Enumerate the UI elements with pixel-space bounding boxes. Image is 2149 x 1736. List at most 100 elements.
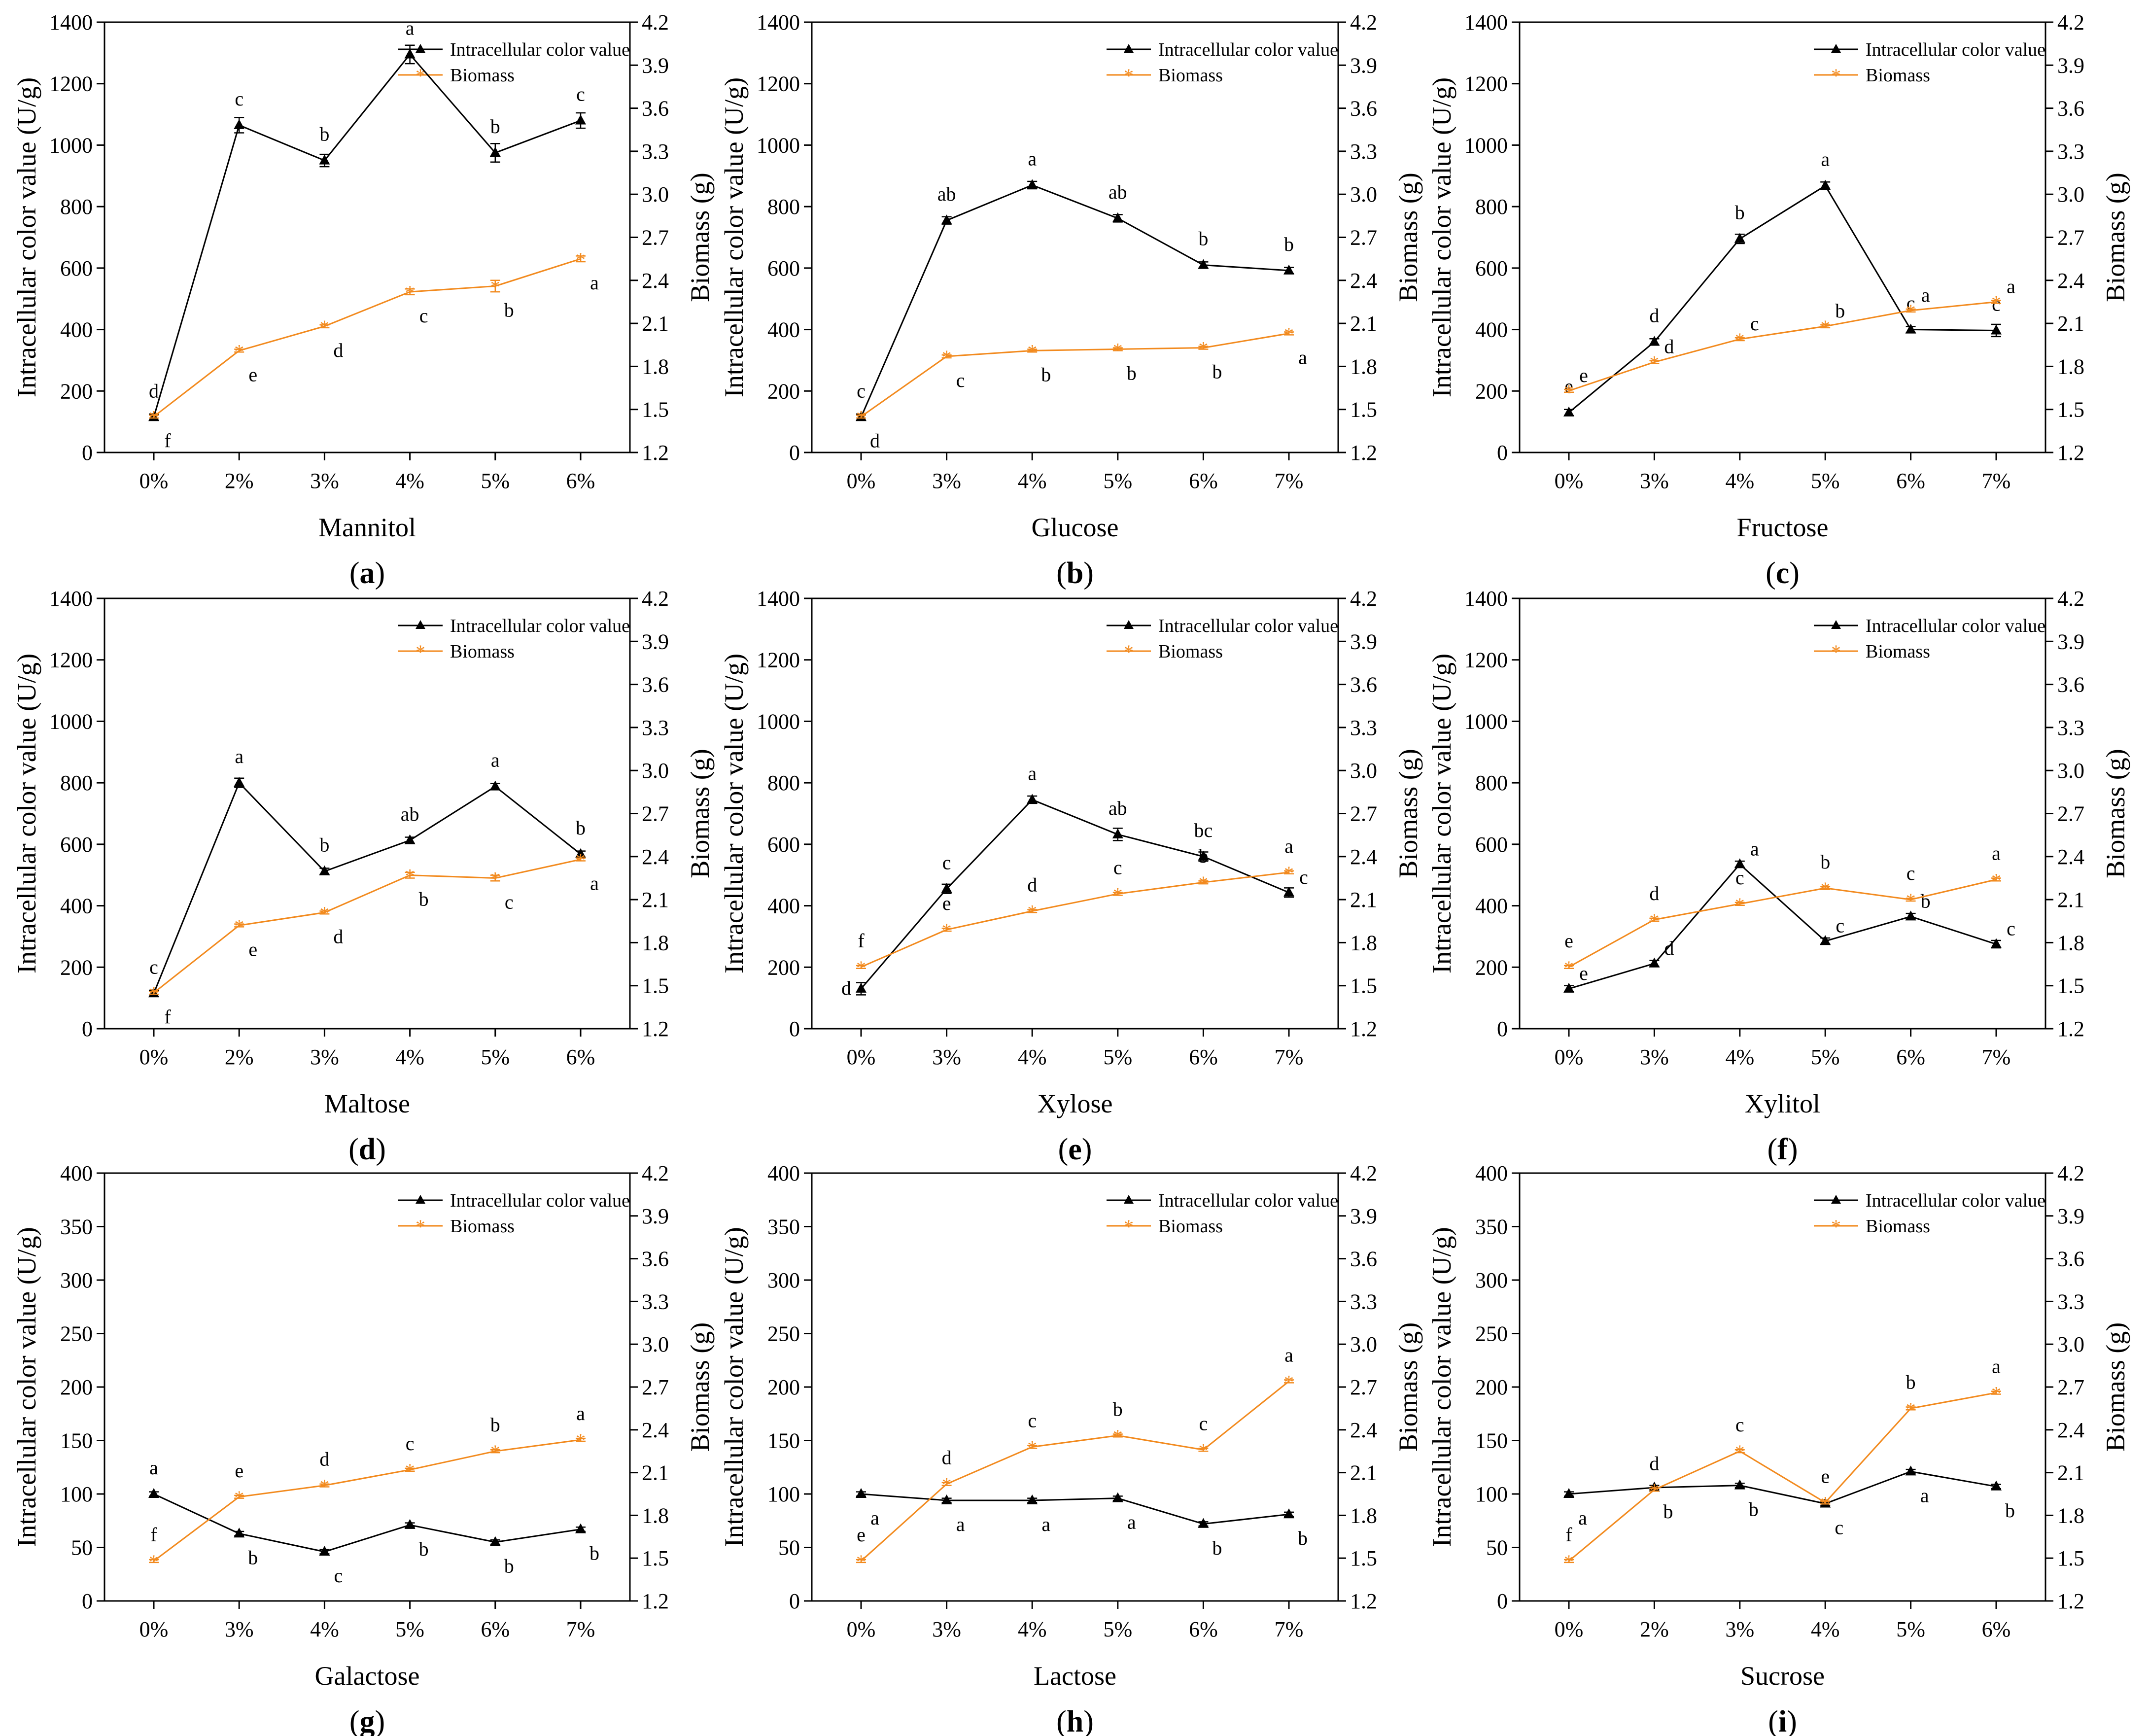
right-tick-label: 3.9: [1350, 629, 1377, 654]
left-tick-label: 600: [1475, 256, 1508, 280]
legend-label-biomass: Biomass: [1866, 641, 1930, 662]
data-point-intracellular: [941, 1494, 952, 1505]
panel-b: 0 200 400 600 800 1000 1200 1400 1.2 1.5 1.8 2.1 2.4…: [719, 10, 1423, 590]
right-tick-label: 2.7: [642, 1375, 669, 1399]
left-tick-label: 800: [60, 771, 93, 795]
data-point-intracellular: [234, 119, 245, 129]
data-point-intracellular: [1905, 1465, 1916, 1476]
significance-label-intracellular: a: [149, 1457, 158, 1479]
panel-i: 0 50 100 150 200 250 300 350 400 1.2 1.5 1.8 2.1 2.4 2…: [1427, 1161, 2130, 1736]
data-point-intracellular: [1112, 212, 1123, 222]
right-tick-label: 1.8: [642, 1503, 669, 1528]
left-axis-label: Intracellular color value (U/g): [719, 77, 749, 397]
left-axis-label: Intracellular color value (U/g): [1427, 77, 1456, 397]
series-line-intracellular: [861, 1493, 1289, 1525]
left-axis-label: Intracellular color value (U/g): [1427, 654, 1456, 973]
significance-label-biomass: b: [490, 1414, 500, 1436]
left-tick-label: 1200: [757, 72, 800, 96]
significance-label-intracellular: b: [504, 1555, 514, 1577]
data-point-intracellular: [319, 154, 330, 165]
x-tick-label: 5%: [1103, 1045, 1132, 1069]
right-tick-label: 2.7: [1350, 802, 1377, 826]
x-tick-label: 7%: [1982, 469, 2011, 493]
legend-marker-intracellular: [416, 620, 425, 629]
legend-label-biomass: Biomass: [1866, 65, 1930, 86]
right-tick-label: 1.8: [1350, 1503, 1377, 1528]
significance-label-intracellular: c: [149, 956, 158, 978]
panel-caption: (a): [349, 556, 385, 590]
x-tick-label: 0%: [139, 469, 169, 493]
data-point-biomass: *: [149, 406, 159, 428]
x-tick-label: 0%: [847, 1045, 876, 1069]
significance-label-biomass: c: [1750, 312, 1759, 335]
right-tick-label: 4.2: [2057, 587, 2084, 611]
left-tick-label: 400: [767, 1161, 800, 1185]
panel-caption: (h): [1056, 1705, 1094, 1736]
x-tick-label: 0%: [1555, 469, 1584, 493]
series-line-biomass: [861, 332, 1289, 417]
left-tick-label: 1400: [757, 587, 800, 611]
right-tick-label: 3.3: [642, 139, 669, 164]
significance-label-biomass: a: [2007, 275, 2015, 297]
data-point-biomass: *: [490, 276, 500, 298]
significance-label-intracellular: a: [491, 749, 500, 771]
significance-label-intracellular: ab: [401, 803, 419, 825]
data-point-biomass: *: [856, 957, 866, 979]
right-tick-label: 2.1: [1350, 1461, 1377, 1485]
left-tick-label: 800: [767, 771, 800, 795]
data-point-biomass: *: [1284, 1371, 1294, 1393]
data-point-intracellular: [404, 48, 416, 59]
series-line-intracellular: [860, 799, 1289, 989]
significance-label-biomass: c: [956, 369, 965, 391]
data-point-biomass: *: [576, 849, 586, 871]
data-point-intracellular: [1027, 179, 1038, 189]
significance-label-intracellular: b: [576, 817, 586, 839]
right-tick-label: 2.4: [2057, 1418, 2084, 1442]
significance-label-biomass: a: [1284, 835, 1293, 857]
x-tick-label: 7%: [1275, 1617, 1304, 1641]
plot-frame: [104, 21, 631, 453]
x-tick-label: 0%: [1555, 1045, 1584, 1069]
data-point-intracellular: [404, 834, 416, 844]
left-tick-label: 300: [60, 1268, 93, 1292]
right-tick-label: 3.6: [2057, 97, 2084, 121]
right-tick-label: 3.6: [642, 1247, 669, 1271]
right-tick-label: 4.2: [2057, 1161, 2084, 1185]
right-tick-label: 3.3: [2057, 1289, 2084, 1314]
left-tick-label: 350: [767, 1215, 800, 1239]
significance-label-intracellular: a: [1821, 148, 1830, 171]
right-tick-label: 1.5: [1350, 398, 1377, 422]
significance-label-intracellular: b: [248, 1546, 258, 1568]
significance-label-intracellular: a: [235, 745, 243, 767]
significance-label-biomass: a: [590, 272, 599, 294]
left-axis-label: Intracellular color value (U/g): [12, 77, 41, 397]
right-tick-label: 3.6: [1350, 673, 1377, 697]
significance-label-intracellular: a: [1578, 1507, 1587, 1529]
data-point-biomass: *: [149, 1551, 159, 1573]
x-tick-label: 6%: [1896, 469, 1925, 493]
right-tick-label: 3.3: [642, 716, 669, 740]
legend-label-biomass: Biomass: [1158, 1216, 1223, 1237]
legend-marker-intracellular: [1831, 44, 1841, 53]
data-point-intracellular: [1027, 1494, 1038, 1505]
right-axis-label: Biomass (g): [2101, 173, 2130, 302]
data-point-biomass: *: [319, 902, 329, 924]
right-tick-label: 2.1: [1350, 888, 1377, 912]
x-tick-label: 0%: [139, 1045, 169, 1069]
plot-frame: [811, 1172, 1339, 1602]
left-tick-label: 200: [60, 955, 93, 979]
x-tick-label: 6%: [1189, 1617, 1218, 1641]
data-point-intracellular: [575, 848, 586, 858]
left-tick-label: 200: [60, 1375, 93, 1399]
x-tick-label: 4%: [395, 469, 424, 493]
right-tick-label: 1.2: [642, 1589, 669, 1613]
significance-label-intracellular: b: [1298, 1527, 1308, 1549]
right-tick-label: 2.7: [642, 802, 669, 826]
right-tick-label: 3.0: [2057, 1332, 2084, 1356]
left-tick-label: 150: [60, 1429, 93, 1453]
right-tick-label: 1.8: [2057, 931, 2084, 955]
significance-label-intracellular: a: [870, 1507, 879, 1529]
left-tick-label: 400: [1475, 1161, 1508, 1185]
left-tick-label: 400: [767, 894, 800, 918]
data-point-intracellular: [1734, 1479, 1745, 1490]
